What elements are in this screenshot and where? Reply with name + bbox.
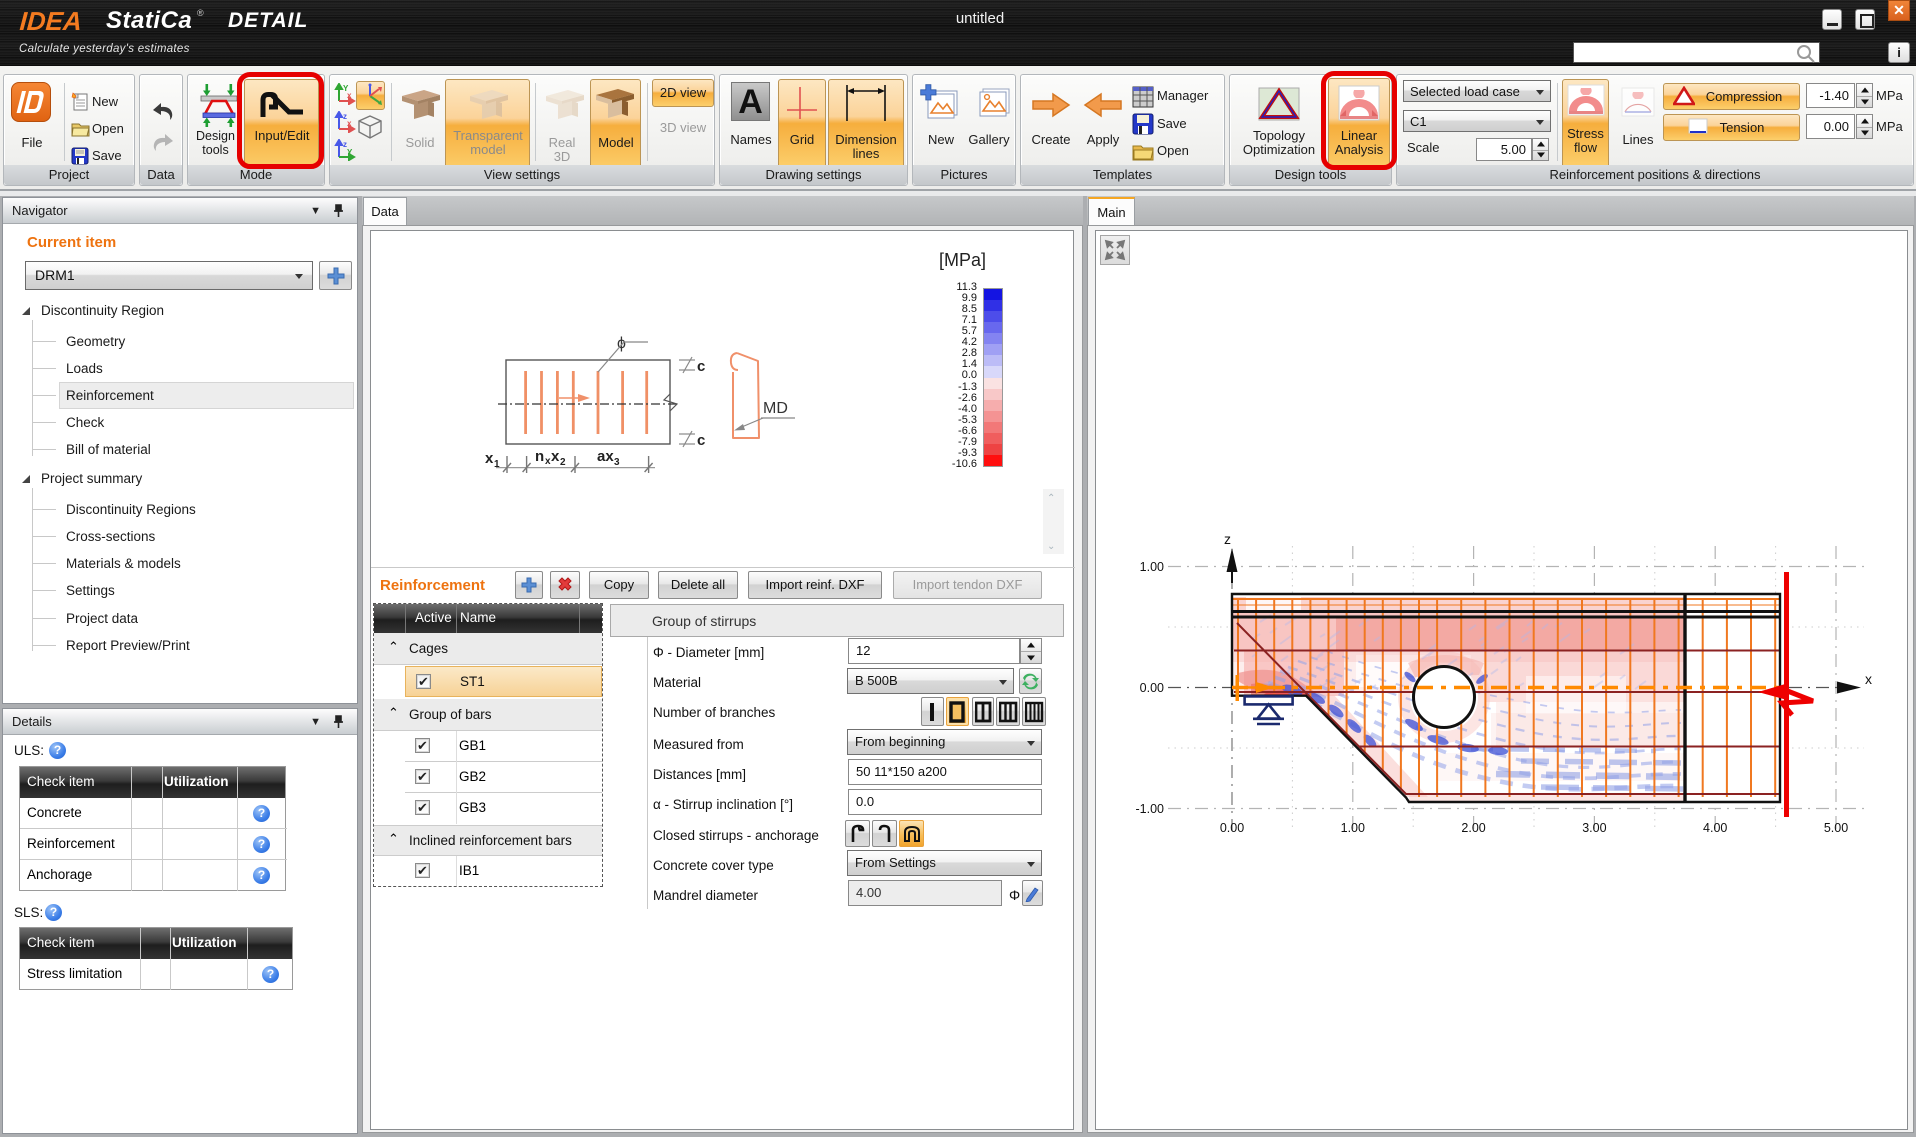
svg-text:x: x [551, 448, 560, 465]
svg-text:x: x [545, 456, 551, 467]
svg-text:0.00: 0.00 [1220, 821, 1244, 835]
svg-text:z: z [343, 112, 347, 121]
svg-text:4.00: 4.00 [1703, 821, 1727, 835]
svg-text:c: c [697, 432, 705, 449]
svg-text:c: c [697, 358, 705, 375]
svg-text:ax: ax [597, 448, 614, 465]
svg-text:x: x [1865, 671, 1872, 687]
svg-text:3.00: 3.00 [1582, 821, 1606, 835]
svg-text:-1.00: -1.00 [1136, 802, 1165, 816]
svg-text:5.00: 5.00 [1824, 821, 1848, 835]
svg-text:x: x [485, 450, 494, 467]
svg-text:1.00: 1.00 [1341, 821, 1365, 835]
svg-text:z: z [343, 140, 347, 149]
svg-text:MD: MD [763, 400, 788, 417]
svg-text:2.00: 2.00 [1461, 821, 1485, 835]
svg-text:Y: Y [347, 148, 353, 157]
svg-text:ϕ: ϕ [617, 335, 626, 352]
svg-text:0.00: 0.00 [1140, 681, 1164, 695]
svg-text:3: 3 [614, 457, 620, 468]
svg-text:x: x [347, 91, 352, 100]
svg-text:1.00: 1.00 [1140, 560, 1164, 574]
svg-text:Y: Y [343, 84, 349, 93]
svg-text:1: 1 [494, 459, 500, 470]
svg-text:2: 2 [560, 457, 566, 468]
svg-text:z: z [1224, 531, 1231, 547]
svg-text:x: x [347, 119, 352, 128]
svg-text:n: n [535, 448, 544, 465]
